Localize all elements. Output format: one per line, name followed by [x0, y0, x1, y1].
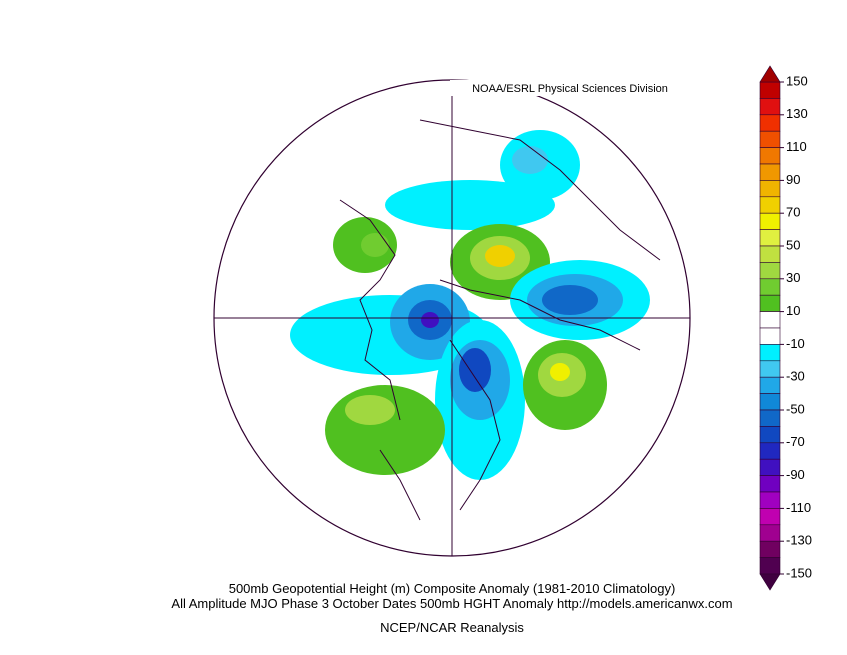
color-swatch — [759, 180, 781, 198]
tick-label: -90 — [786, 467, 805, 482]
tick-label: -10 — [786, 336, 805, 351]
color-swatch — [759, 98, 781, 116]
color-swatch — [759, 114, 781, 132]
caption-line: NCEP/NCAR Reanalysis — [380, 620, 524, 635]
caption-line: 500mb Geopotential Height (m) Composite … — [229, 581, 676, 596]
tick-label: 110 — [786, 139, 807, 154]
color-swatch — [759, 557, 781, 575]
credit-box — [450, 80, 690, 96]
color-swatch — [759, 147, 781, 165]
color-swatch — [759, 409, 781, 427]
tick-label: 150 — [786, 73, 808, 88]
color-swatch — [759, 130, 781, 148]
color-swatch — [759, 540, 781, 558]
color-swatch — [759, 278, 781, 296]
color-swatch — [759, 196, 781, 214]
tick-label: -30 — [786, 369, 805, 384]
color-swatch — [759, 376, 781, 394]
tick-label: 90 — [786, 172, 800, 187]
colorbar: 150 130 110 90 70 50 30 10 -10 -30 -50 -70 -90 -110 -1… — [759, 65, 812, 591]
caption-line: All Amplitude MJO Phase 3 October Dates … — [171, 596, 732, 611]
color-swatch — [759, 458, 781, 476]
color-swatch — [759, 311, 781, 329]
color-swatch — [759, 475, 781, 493]
under-triangle — [759, 573, 781, 591]
credit: NOAA/ESRL Physical Sciences Division — [472, 83, 668, 95]
tick-label: -150 — [786, 565, 812, 580]
color-swatch — [759, 524, 781, 542]
color-swatch — [759, 212, 781, 230]
color-swatch — [759, 426, 781, 444]
tick-label: 70 — [786, 205, 800, 220]
tick-label: 10 — [786, 303, 800, 318]
color-swatch — [759, 229, 781, 247]
anomaly-shading — [290, 130, 650, 480]
color-swatch — [759, 508, 781, 526]
color-swatch — [759, 344, 781, 362]
color-swatch — [759, 81, 781, 99]
color-swatch — [759, 163, 781, 181]
color-swatch — [759, 294, 781, 312]
over-triangle — [759, 65, 781, 83]
color-swatch — [759, 491, 781, 509]
color-swatch — [759, 245, 781, 263]
tick-label: -110 — [786, 500, 811, 515]
tick-label: -70 — [786, 434, 805, 449]
color-swatch — [759, 360, 781, 378]
tick-label: -50 — [786, 401, 805, 416]
tick-label: 30 — [786, 270, 800, 285]
map — [290, 119, 661, 521]
color-swatch — [759, 262, 781, 280]
coastlines — [339, 119, 661, 521]
tick-label: -130 — [786, 533, 812, 548]
tick-label: 50 — [786, 237, 800, 252]
color-swatch — [759, 327, 781, 345]
color-swatch — [759, 442, 781, 460]
color-swatch — [759, 393, 781, 411]
tick-label: 130 — [786, 106, 808, 121]
